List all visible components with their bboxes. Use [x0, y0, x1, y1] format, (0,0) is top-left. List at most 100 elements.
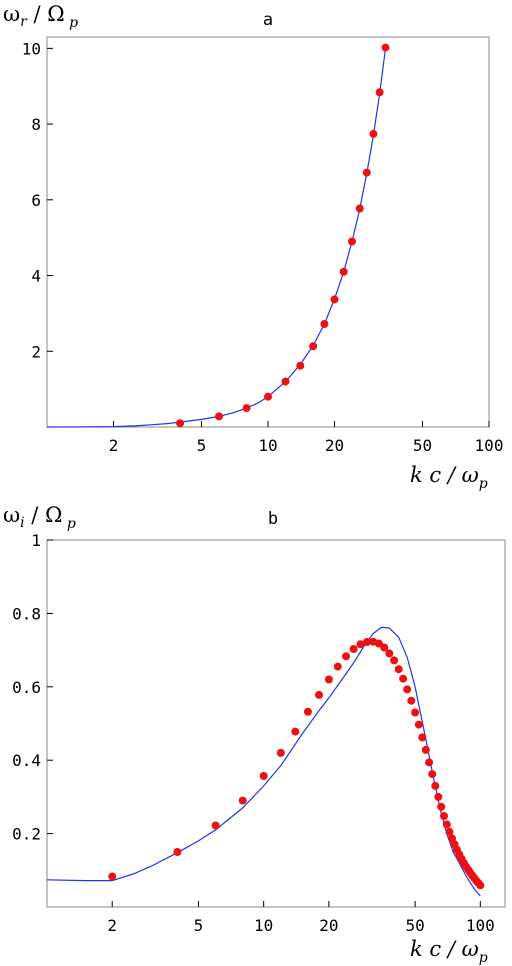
panel-a-data-point — [296, 361, 305, 370]
panel-a-xtick-label: 100 — [475, 436, 504, 455]
panel-b-data-point — [380, 643, 389, 652]
panel-b-points-layer — [108, 637, 485, 890]
panel-b-ytick-label: 0.2 — [12, 825, 41, 844]
panel-b-data-point — [434, 792, 443, 801]
panel-a-xtick-label: 10 — [258, 436, 277, 455]
panel-a-data-point — [362, 168, 371, 177]
panel-a-xtick-label: 5 — [197, 436, 207, 455]
panel-b-ylabel-main: ω — [3, 503, 20, 527]
panel-b-model-curve — [46, 626, 481, 897]
panel-a-xlabel-sub: p — [479, 476, 488, 492]
panel-b-data-point — [445, 827, 454, 836]
panel-b-data-point — [418, 733, 427, 742]
panel-a-data-point — [309, 342, 318, 351]
panel-b-ylabel: ωi / Ω p — [3, 503, 76, 532]
panel-b-data-point — [342, 652, 350, 661]
panel-b-ylabel-tail: / Ω — [25, 503, 63, 527]
panel-b-data-point — [407, 696, 416, 705]
panel-b-data-point — [259, 772, 268, 780]
panel-b-data-point — [442, 820, 451, 829]
panel-b-xlabel-sub: p — [479, 950, 488, 966]
panel-b-data-point — [173, 848, 182, 856]
panel-b-data-point — [315, 690, 323, 699]
panel-b-data-point — [238, 796, 247, 805]
panel-a-ylabel-main: ω — [3, 2, 20, 26]
panel-b-ytick-label: 1 — [31, 531, 41, 550]
panel-a-ylabel-tail: / Ω — [27, 2, 65, 26]
panel-a-ylabel-tailsub: p — [65, 15, 78, 31]
panel-b-data-point — [476, 881, 485, 890]
panel-b-data-point — [356, 640, 365, 649]
panel-b-data-point — [108, 872, 117, 881]
panel-b-ytick-label: 0.8 — [12, 604, 41, 623]
panel-a-data-point — [264, 392, 272, 401]
panel-b-xlabel-main: k c / ω — [410, 937, 479, 961]
panel-a-data-point — [176, 419, 185, 428]
panel-b-title: b — [268, 509, 278, 529]
panel-a-points-layer — [176, 43, 390, 428]
panel-b-ytick-label: 0.4 — [12, 751, 41, 770]
panel-a-xlabel-main: k c / ω — [410, 463, 479, 487]
panel-a-data-point — [369, 129, 378, 138]
panel-a-curve-layer — [46, 48, 387, 428]
panel-b-data-point — [411, 708, 420, 717]
panel-a-frame — [46, 36, 490, 428]
panel-a-data-point — [281, 377, 290, 386]
panel-b-data-point — [428, 770, 437, 779]
panel-b: b ωi / Ω p k c / ωp 2 5 10 20 50 1000.20.40.6… — [3, 503, 506, 966]
panel-b-data-point — [303, 707, 312, 716]
panel-b-ylabel-tailsub: p — [62, 516, 75, 532]
panel-b-data-point — [437, 802, 446, 811]
panel-a-data-point — [375, 88, 384, 97]
panel-a-data-point — [348, 237, 356, 246]
panel-b-curve-layer — [46, 626, 481, 897]
panel-a-xtick-label: 2 — [109, 436, 119, 455]
panel-b-data-point — [403, 685, 412, 694]
panel-b-data-point — [390, 656, 399, 665]
panel-b-data-point — [324, 675, 333, 684]
panel-a-data-point — [339, 267, 348, 276]
panel-a-data-point — [330, 295, 339, 304]
panel-b-data-point — [363, 638, 371, 646]
panel-a-ylabel-sub: r — [20, 14, 28, 30]
panel-b-xtick-label: 2 — [107, 916, 117, 935]
panel-b-data-point — [349, 645, 358, 653]
panel-b-xtick-label: 50 — [405, 916, 424, 935]
panel-b-xtick-label: 5 — [194, 916, 204, 935]
panel-a-data-point — [381, 43, 390, 52]
panel-a-data-point — [320, 320, 329, 328]
panel-a-ytick-label: 2 — [31, 342, 41, 361]
panel-a-model-curve — [46, 48, 387, 428]
panel-a-ytick-label: 6 — [31, 191, 41, 210]
panel-b-data-point — [291, 727, 300, 736]
panel-a-title: a — [263, 10, 273, 30]
panel-a-data-point — [215, 412, 223, 421]
panel-b-data-point — [421, 745, 430, 754]
panel-b-xtick-label: 100 — [466, 916, 495, 935]
panel-a-ytick-label: 8 — [31, 115, 41, 134]
panel-b-data-point — [333, 662, 342, 671]
panel-b-data-point — [431, 781, 440, 790]
panel-a-xtick-label: 50 — [413, 436, 432, 455]
panel-a-xlabel: k c / ωp — [410, 463, 488, 492]
panel-a-ytick-label: 10 — [22, 39, 41, 58]
panel-b-data-point — [211, 821, 220, 830]
panel-b-data-point — [399, 674, 408, 683]
panel-b-frame — [46, 539, 506, 908]
panel-b-data-point — [385, 649, 394, 658]
panel-a-ytick-label: 4 — [31, 267, 41, 286]
panel-a-xtick-label: 20 — [325, 436, 344, 455]
panel-b-xtick-label: 10 — [254, 916, 273, 935]
panel-a-data-point — [242, 404, 251, 413]
panel-b-xlabel: k c / ωp — [410, 937, 488, 966]
panel-b-data-point — [440, 812, 448, 820]
panel-b-axes: 2 5 10 20 50 100 0.2 0.4 0.6 0.8 1 — [12, 531, 495, 935]
panel-b-ytick-label: 0.6 — [12, 678, 41, 697]
panel-b-data-point — [394, 665, 403, 674]
panel-a-data-point — [355, 204, 364, 213]
panel-b-data-point — [276, 748, 285, 757]
panel-a-axes: 2 5 10 20 50 100 2 4 6 8 10 — [22, 39, 504, 455]
panel-b-data-point — [414, 720, 423, 729]
